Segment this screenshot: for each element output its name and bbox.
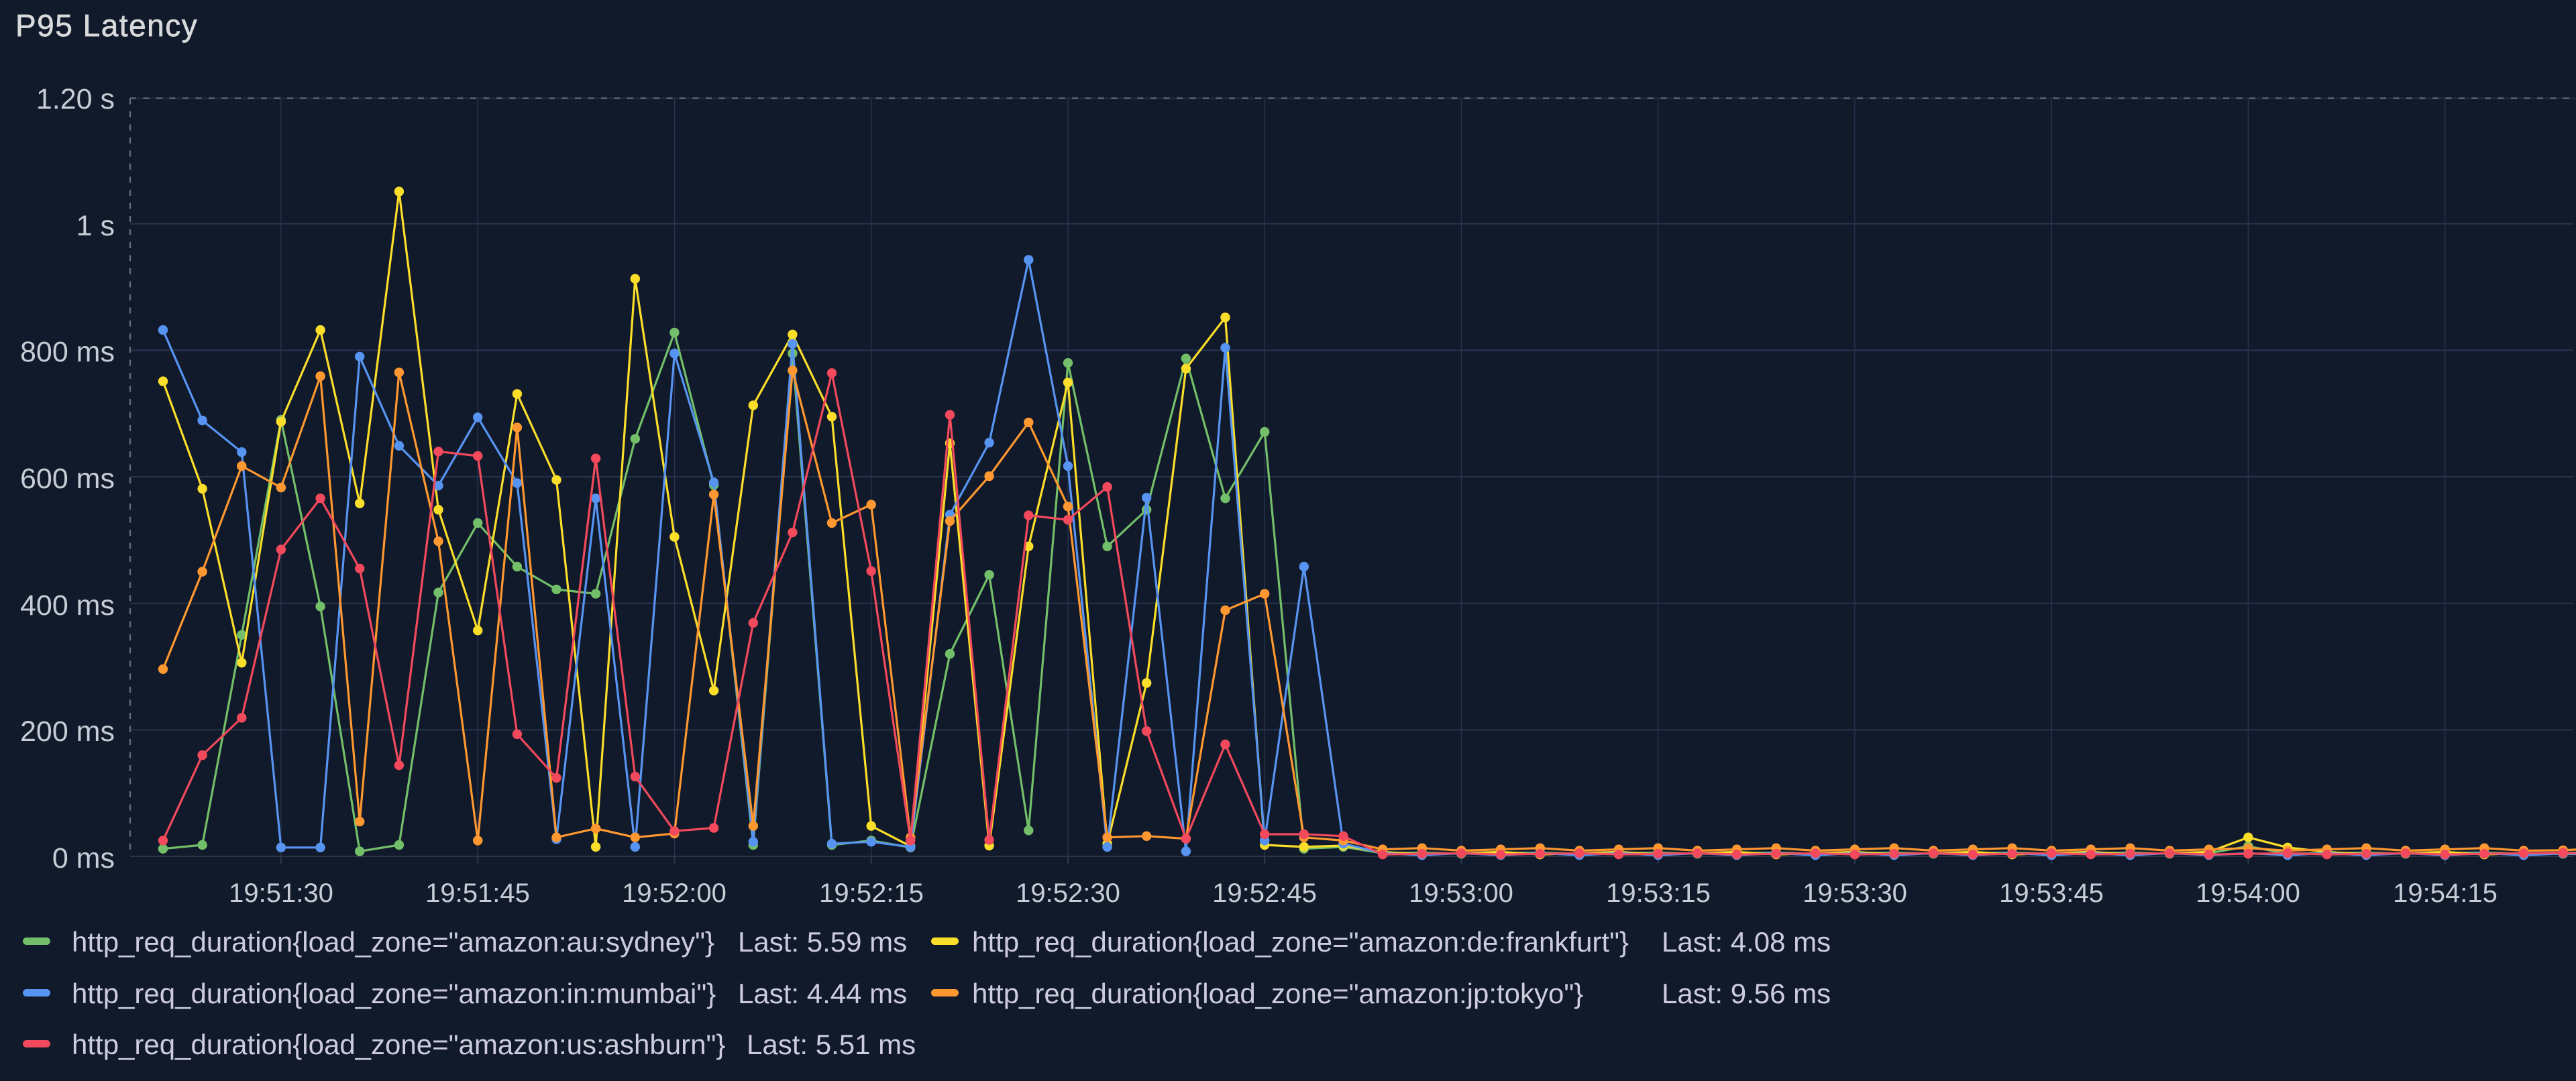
svg-text:http_req_duration{load_zone="a: http_req_duration{load_zone="amazon:us:a… [72,1029,725,1060]
svg-text:0 ms: 0 ms [52,842,115,874]
svg-text:800 ms: 800 ms [20,336,115,368]
svg-text:http_req_duration{load_zone="a: http_req_duration{load_zone="amazon:jp:t… [972,978,1583,1009]
svg-text:19:52:30: 19:52:30 [1016,878,1120,908]
svg-text:200 ms: 200 ms [20,716,115,748]
svg-text:Last: 5.59 ms: Last: 5.59 ms [738,926,907,958]
svg-text:1.20 s: 1.20 s [36,83,115,115]
svg-text:Last: 9.56 ms: Last: 9.56 ms [1662,978,1831,1009]
svg-text:19:53:30: 19:53:30 [1803,878,1907,908]
svg-text:19:53:15: 19:53:15 [1606,878,1711,908]
svg-text:P95 Latency: P95 Latency [15,8,198,43]
svg-text:19:52:00: 19:52:00 [622,878,727,908]
svg-text:600 ms: 600 ms [20,463,115,495]
svg-text:19:53:00: 19:53:00 [1409,878,1513,908]
svg-text:19:51:30: 19:51:30 [229,878,333,908]
svg-text:19:54:00: 19:54:00 [2196,878,2300,908]
svg-text:http_req_duration{load_zone="a: http_req_duration{load_zone="amazon:au:s… [72,926,714,958]
svg-text:19:54:15: 19:54:15 [2393,878,2498,908]
svg-text:Last: 4.44 ms: Last: 4.44 ms [738,978,907,1009]
svg-text:19:53:45: 19:53:45 [1999,878,2104,908]
svg-text:http_req_duration{load_zone="a: http_req_duration{load_zone="amazon:de:f… [972,926,1629,958]
svg-text:Last: 4.08 ms: Last: 4.08 ms [1662,926,1831,958]
svg-text:19:52:15: 19:52:15 [819,878,924,908]
svg-text:19:51:45: 19:51:45 [425,878,530,908]
svg-text:http_req_duration{load_zone="a: http_req_duration{load_zone="amazon:in:m… [72,978,716,1009]
svg-text:Last: 5.51 ms: Last: 5.51 ms [747,1029,916,1060]
svg-text:1 s: 1 s [76,210,115,242]
svg-text:400 ms: 400 ms [20,589,115,622]
svg-text:19:52:45: 19:52:45 [1212,878,1317,908]
